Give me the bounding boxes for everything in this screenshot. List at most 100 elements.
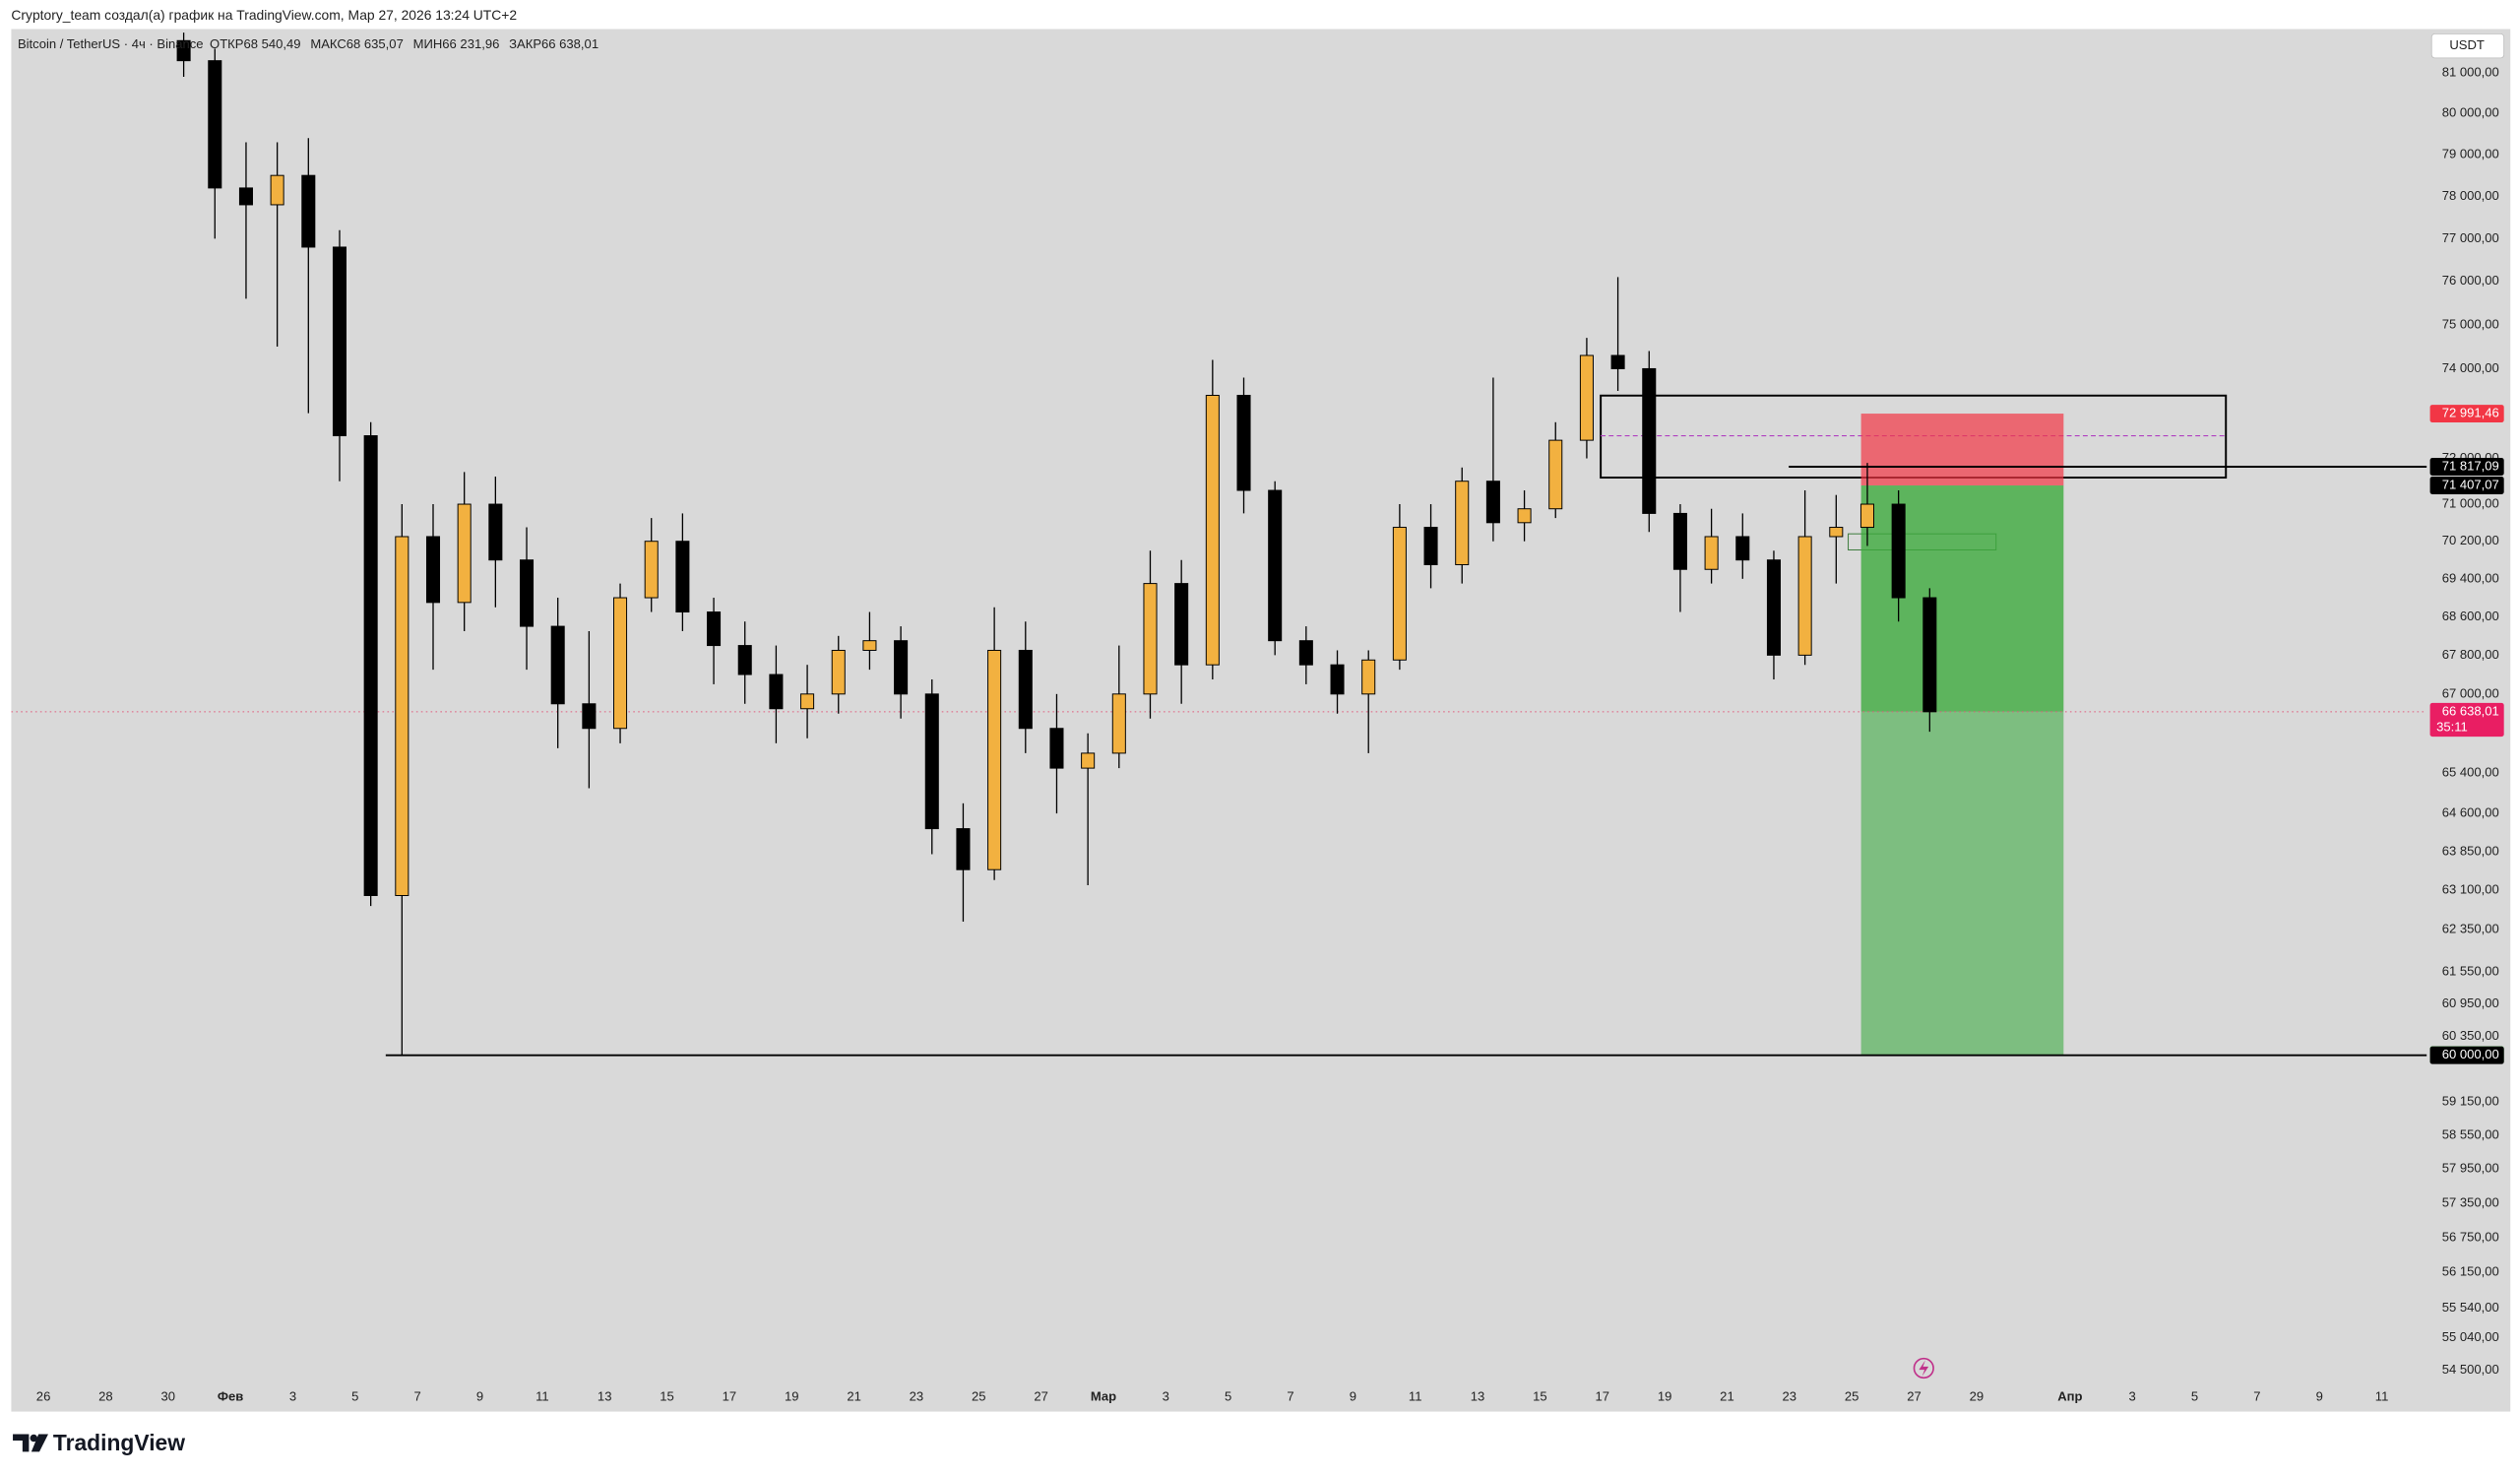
candle-body xyxy=(1174,583,1189,666)
candle-body xyxy=(1330,664,1345,695)
y-tick-label: 57 350,00 xyxy=(2442,1194,2499,1209)
ohlc-value: 68 540,49 xyxy=(243,36,300,51)
chart-title: Bitcoin / TetherUS · 4ч · Binance ОТКР68 … xyxy=(18,36,598,51)
y-tick-label: 70 200,00 xyxy=(2442,533,2499,547)
x-tick-label: 19 xyxy=(1658,1388,1672,1403)
candle-body xyxy=(1049,728,1064,769)
candle-body xyxy=(1205,395,1220,666)
candle-body xyxy=(1298,640,1313,666)
candle-body xyxy=(270,174,284,206)
x-tick-label: 27 xyxy=(1907,1388,1922,1403)
x-tick-label: 21 xyxy=(1720,1388,1734,1403)
candle-body xyxy=(582,703,597,730)
y-tick-label: 54 500,00 xyxy=(2442,1362,2499,1377)
candle-body xyxy=(1579,354,1594,441)
candle-body xyxy=(1392,527,1407,661)
logo-mark xyxy=(30,1434,38,1443)
candle-body xyxy=(1672,512,1687,570)
x-tick-label: 17 xyxy=(1595,1388,1609,1403)
ohlc-name: МИН xyxy=(413,36,443,51)
candle-body xyxy=(1236,395,1251,491)
candle-body xyxy=(644,541,659,599)
x-tick-label: 29 xyxy=(1970,1388,1984,1403)
y-tick-label: 55 540,00 xyxy=(2442,1300,2499,1315)
x-tick-label: 3 xyxy=(1163,1388,1169,1403)
attribution: Cryptory_team создал(а) график на Tradin… xyxy=(11,7,517,23)
y-tick-label: 56 150,00 xyxy=(2442,1264,2499,1279)
currency-box xyxy=(2430,32,2505,59)
x-tick-label: 30 xyxy=(161,1388,176,1403)
candle-body xyxy=(987,649,1002,870)
x-tick-label: 7 xyxy=(1287,1388,1293,1403)
position-zone xyxy=(1860,485,2064,712)
candle-body xyxy=(1610,354,1625,369)
ohlc-name: ЗАКР xyxy=(509,36,541,51)
price-axis: 81 000,00 80 000,00 79 000,00 78 000,00 77 0… xyxy=(2429,64,2504,1377)
currency: USDT xyxy=(2449,37,2485,52)
price-label: 72 991,46 xyxy=(2442,406,2499,420)
candle-body xyxy=(457,503,472,604)
candle-body xyxy=(1766,559,1781,656)
position-zone xyxy=(1860,414,2064,486)
candle-body xyxy=(800,693,815,710)
event-icon[interactable] xyxy=(1913,1357,1934,1380)
y-tick-label: 80 000,00 xyxy=(2442,105,2499,120)
price-label-box xyxy=(2429,458,2504,476)
candle-body xyxy=(1517,508,1532,524)
x-tick-label: 3 xyxy=(289,1388,296,1403)
y-tick-label: 79 000,00 xyxy=(2442,147,2499,161)
candle-body xyxy=(363,435,378,896)
x-tick-label: 9 xyxy=(2316,1388,2323,1403)
x-tick-label: 25 xyxy=(1845,1388,1859,1403)
candle-body xyxy=(1704,536,1719,570)
y-tick-label: 56 750,00 xyxy=(2442,1229,2499,1244)
x-tick-label: Апр xyxy=(2057,1388,2082,1403)
x-tick-label: 5 xyxy=(2191,1388,2198,1403)
x-tick-label: 9 xyxy=(1350,1388,1356,1403)
y-tick-label: 69 400,00 xyxy=(2442,570,2499,585)
ohlc-name: ОТКР xyxy=(210,36,244,51)
candle-body xyxy=(1423,527,1438,565)
y-tick-label: 62 350,00 xyxy=(2442,921,2499,935)
candle-body xyxy=(1268,489,1283,642)
x-tick-label: 11 xyxy=(536,1388,549,1403)
x-tick-label: 23 xyxy=(1783,1388,1797,1403)
candle-body xyxy=(301,174,316,248)
candle-body xyxy=(956,828,971,870)
x-tick-label: 7 xyxy=(2253,1388,2260,1403)
candle-body xyxy=(1143,583,1158,695)
price-label-box xyxy=(2429,405,2504,423)
position-zone xyxy=(1860,711,2064,1056)
x-tick-label: 15 xyxy=(1533,1388,1547,1403)
y-tick-label: 59 150,00 xyxy=(2442,1094,2499,1109)
y-tick-label: 75 000,00 xyxy=(2442,316,2499,331)
ohlc-value: 68 635,07 xyxy=(346,36,404,51)
x-tick-label: 26 xyxy=(36,1388,51,1403)
x-tick-label: 9 xyxy=(476,1388,483,1403)
y-tick-label: 68 600,00 xyxy=(2442,609,2499,623)
candle-body xyxy=(737,645,752,675)
price-label-box xyxy=(2429,702,2504,738)
y-tick-label: 58 550,00 xyxy=(2442,1126,2499,1141)
y-tick-label: 57 950,00 xyxy=(2442,1161,2499,1176)
y-tick-label: 55 040,00 xyxy=(2442,1329,2499,1344)
y-tick-label: 63 850,00 xyxy=(2442,843,2499,858)
logo-mark xyxy=(13,1434,30,1452)
x-tick-label: 15 xyxy=(660,1388,674,1403)
candle-body xyxy=(924,693,939,830)
x-tick-label: 11 xyxy=(2375,1388,2389,1403)
candle-body xyxy=(1891,503,1906,599)
candle-body xyxy=(1548,439,1563,510)
price-label: 60 000,00 xyxy=(2442,1047,2499,1061)
candle-body xyxy=(831,649,846,695)
candle-body xyxy=(1859,503,1875,529)
candle-body xyxy=(425,536,441,604)
candle-body xyxy=(395,536,410,896)
candle-body xyxy=(520,559,535,627)
candle-body xyxy=(1735,536,1750,561)
y-tick-label: 61 550,00 xyxy=(2442,963,2499,978)
x-tick-label: 19 xyxy=(785,1388,799,1403)
y-tick-label: 67 800,00 xyxy=(2442,647,2499,662)
candle-body xyxy=(1829,527,1844,538)
